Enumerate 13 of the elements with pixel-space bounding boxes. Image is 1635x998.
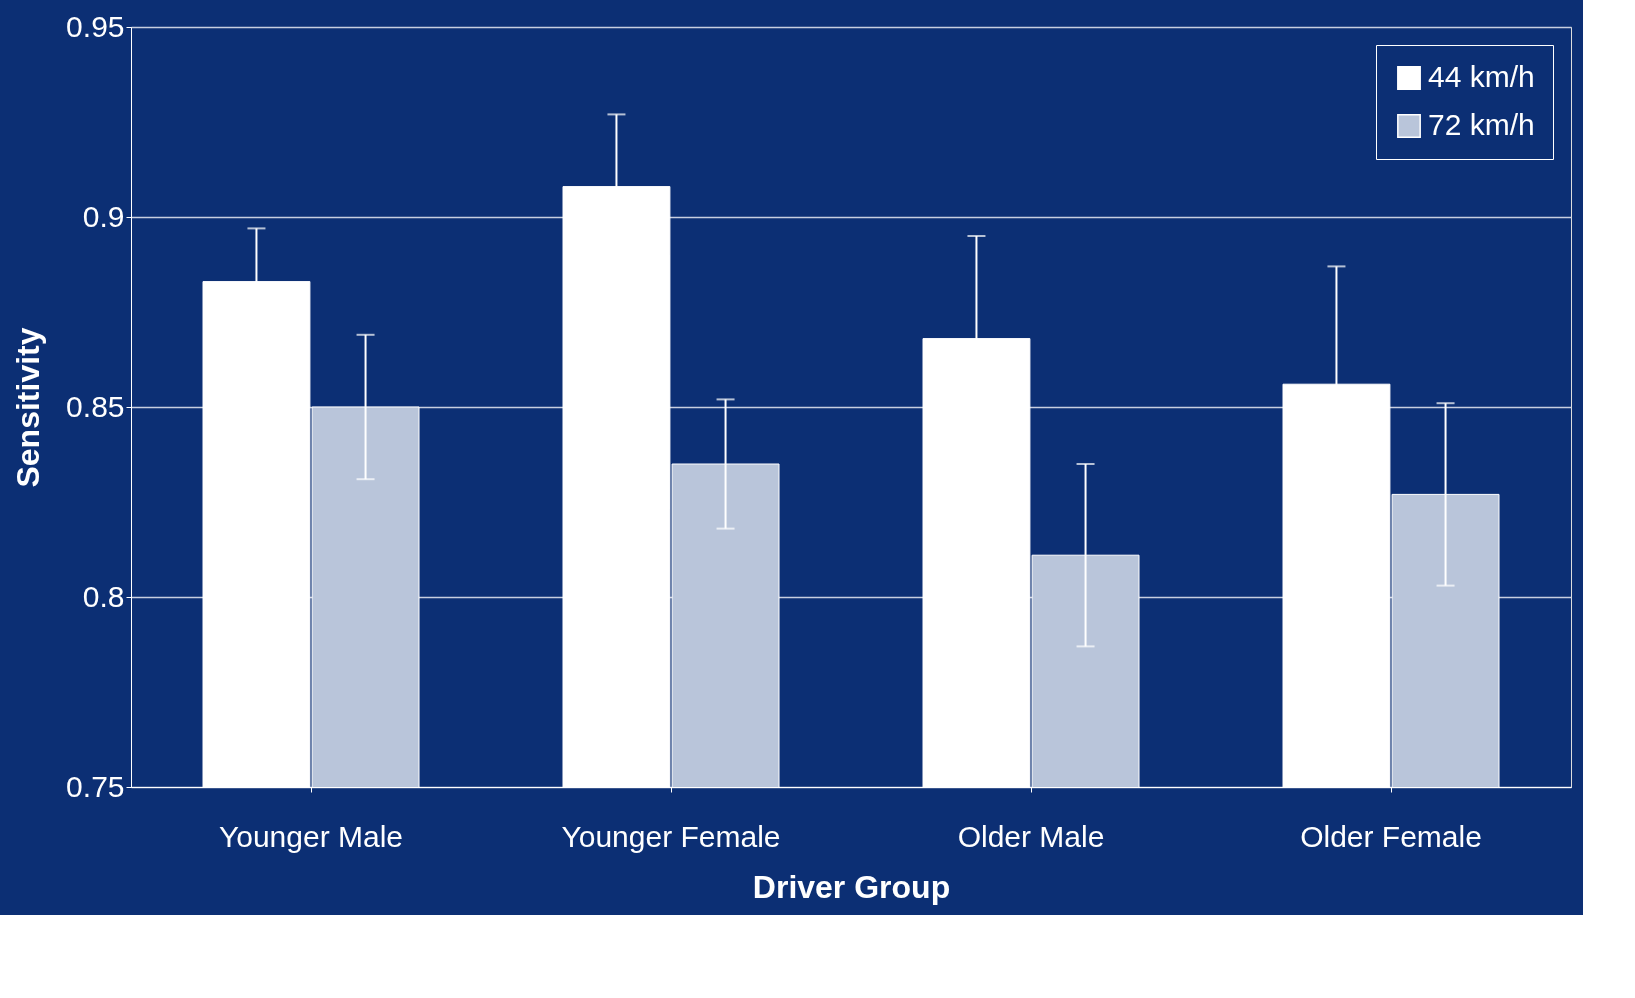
- y-tick-label: 0.75: [66, 769, 125, 803]
- y-tick-label: 0.95: [66, 9, 125, 43]
- legend-label: 44 km/h: [1428, 60, 1535, 93]
- legend-label: 72 km/h: [1428, 108, 1535, 141]
- x-tick-label: Younger Male: [218, 819, 404, 853]
- x-axis-title: Driver Group: [752, 868, 951, 905]
- x-tick-label: Older Female: [1300, 819, 1482, 853]
- x-tick-label: Older Male: [957, 819, 1105, 853]
- y-tick-label: 0.85: [66, 389, 125, 423]
- y-tick-label: 0.9: [82, 199, 125, 233]
- y-tick-label: 0.8: [82, 579, 125, 613]
- y-axis-title: Sensitivity: [10, 327, 47, 488]
- x-tick-label: Younger Female: [561, 819, 781, 853]
